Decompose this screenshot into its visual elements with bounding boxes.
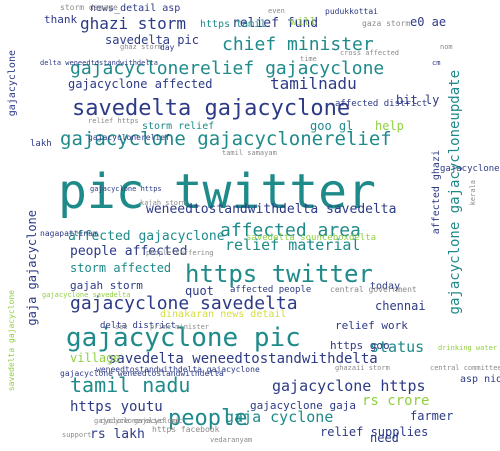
cloud-word: ghaz storm (120, 43, 163, 51)
cloud-word: gajacyclone pic (440, 164, 500, 174)
cloud-word: dinakaran news detail (160, 309, 287, 320)
cloud-word: delta weneedtostandwithdelta (40, 59, 159, 67)
cloud-word: relief supplies (320, 425, 429, 439)
cloud-word: storm damage (60, 3, 118, 12)
cloud-word: need (370, 431, 399, 445)
cloud-word: gaja gajacyclone (25, 210, 39, 326)
cloud-word: pudukkottai (325, 7, 378, 16)
cloud-word: gajacyclone savedelta (42, 291, 131, 299)
cloud-word: status (370, 338, 425, 356)
cloud-word: cross affected (340, 49, 400, 57)
cloud-word: e0 ae (410, 15, 447, 29)
cloud-word: gaja cyclone (225, 408, 334, 426)
cloud-word: rs crore (362, 393, 430, 409)
cloud-word: weneedtostandwithdelta gajacyclone (96, 365, 260, 374)
cloud-word: relief https (88, 117, 139, 125)
cloud-word: kajah storm (140, 199, 187, 207)
cloud-word: prime minister (150, 323, 210, 331)
cloud-word: chennai (375, 299, 426, 313)
cloud-word: cyclone gajacyclone (100, 417, 181, 425)
cloud-word: gajacyclone https (90, 185, 162, 193)
cloud-word: https twitter (185, 260, 373, 288)
cloud-word: farmer (410, 409, 454, 423)
cloud-word: gajacyclone affected (68, 77, 213, 91)
cloud-word: savedelta gajacyclone (72, 96, 351, 121)
cloud-word: affected gajacyclone (68, 229, 225, 244)
cloud-word: time (300, 55, 317, 63)
cloud-word: drinking water (438, 344, 498, 352)
cloud-word: affected ghazi (431, 150, 442, 235)
cloud-word: support (62, 431, 92, 439)
cloud-word: kerala (469, 180, 477, 206)
cloud-word: news_detail asp (90, 3, 181, 14)
cloud-word: ghazi storm (80, 14, 186, 33)
cloud-word: day (160, 43, 175, 52)
cloud-word: https facebook (152, 425, 220, 434)
cloud-word: rs lakh (90, 427, 145, 442)
cloud-word: tamil nadu (70, 373, 191, 397)
cloud-word: gajacyclone gajacycloneupdate (447, 70, 463, 315)
cloud-word: savedelta gajacyclone (7, 290, 16, 392)
cloud-word: people (168, 406, 248, 431)
cloud-word: affected people (230, 285, 312, 295)
cloud-word: nagapattinam (40, 229, 98, 238)
cloud-word: savedelta weneedtostandwithdelta (108, 351, 378, 367)
cloud-word: central committee (430, 364, 500, 372)
cloud-word: gajacyclone (7, 50, 18, 117)
cloud-word: relief material (225, 236, 361, 254)
cloud-word: relief fund (232, 16, 319, 31)
cloud-word: pic twitter (58, 164, 376, 220)
cloud-word: https youtu (70, 399, 163, 415)
cloud-word: storm affected (70, 261, 172, 275)
cloud-word: gajacyclone savedelta (70, 293, 298, 314)
cloud-word: gajacyclonerelief pic (94, 417, 183, 425)
cloud-word: https tamil (200, 19, 267, 30)
cloud-word: gajacyclone pic (66, 323, 301, 353)
cloud-word: https goo (330, 339, 390, 352)
cloud-word: people suffering (146, 249, 214, 257)
cloud-word: help (375, 119, 404, 133)
cloud-word: gajacyclone weneedtostandwithdelta (60, 369, 224, 378)
cloud-word: gaza storm (362, 19, 411, 28)
cloud-word: today (370, 281, 401, 292)
cloud-word: tamilnadu (270, 74, 357, 93)
cloud-word: storm relief (142, 121, 215, 132)
cloud-word: vedaranyam (210, 436, 253, 444)
cloud-word: savedelta sounceboxdelta (246, 233, 377, 243)
cloud-word: people affected (70, 244, 188, 259)
cloud-word: gajacyclone gajacyclonerelief (60, 128, 392, 150)
cloud-word: nom (440, 43, 453, 51)
cloud-word: gajacyclonerelief (88, 133, 170, 142)
cloud-word: gajacyclone gaja (250, 399, 356, 412)
cloud-word: ghazaii storm (335, 364, 390, 372)
cloud-word: asp nid (460, 374, 500, 385)
cloud-word: will (290, 15, 317, 28)
cloud-word: savedelta pic (105, 33, 199, 47)
cloud-word: tamil samayam (222, 149, 277, 157)
cloud-word: cm (432, 59, 441, 67)
cloud-word: lakh (30, 139, 52, 149)
cloud-word: delta district (100, 321, 176, 331)
cloud-word: affected area (220, 220, 361, 241)
cloud-word: see (115, 323, 128, 331)
cloud-word: gajacyclone https (272, 377, 426, 395)
cloud-word: relief work (335, 319, 408, 332)
cloud-word: village (70, 351, 121, 365)
cloud-word: chief minister (222, 34, 374, 55)
cloud-word: even (268, 7, 285, 15)
cloud-word: thank (44, 13, 78, 26)
cloud-word: gajah storm (70, 279, 143, 292)
cloud-word: bit ly (396, 93, 440, 107)
cloud-word: weneedtostandwithdelta savedelta (146, 202, 397, 217)
cloud-word: affected district (335, 99, 428, 109)
cloud-word: gajacyclonerelief gajacyclone (70, 58, 385, 79)
cloud-word: quot (185, 284, 214, 298)
cloud-word: goo gl (310, 119, 354, 133)
cloud-word: central government (330, 285, 417, 294)
